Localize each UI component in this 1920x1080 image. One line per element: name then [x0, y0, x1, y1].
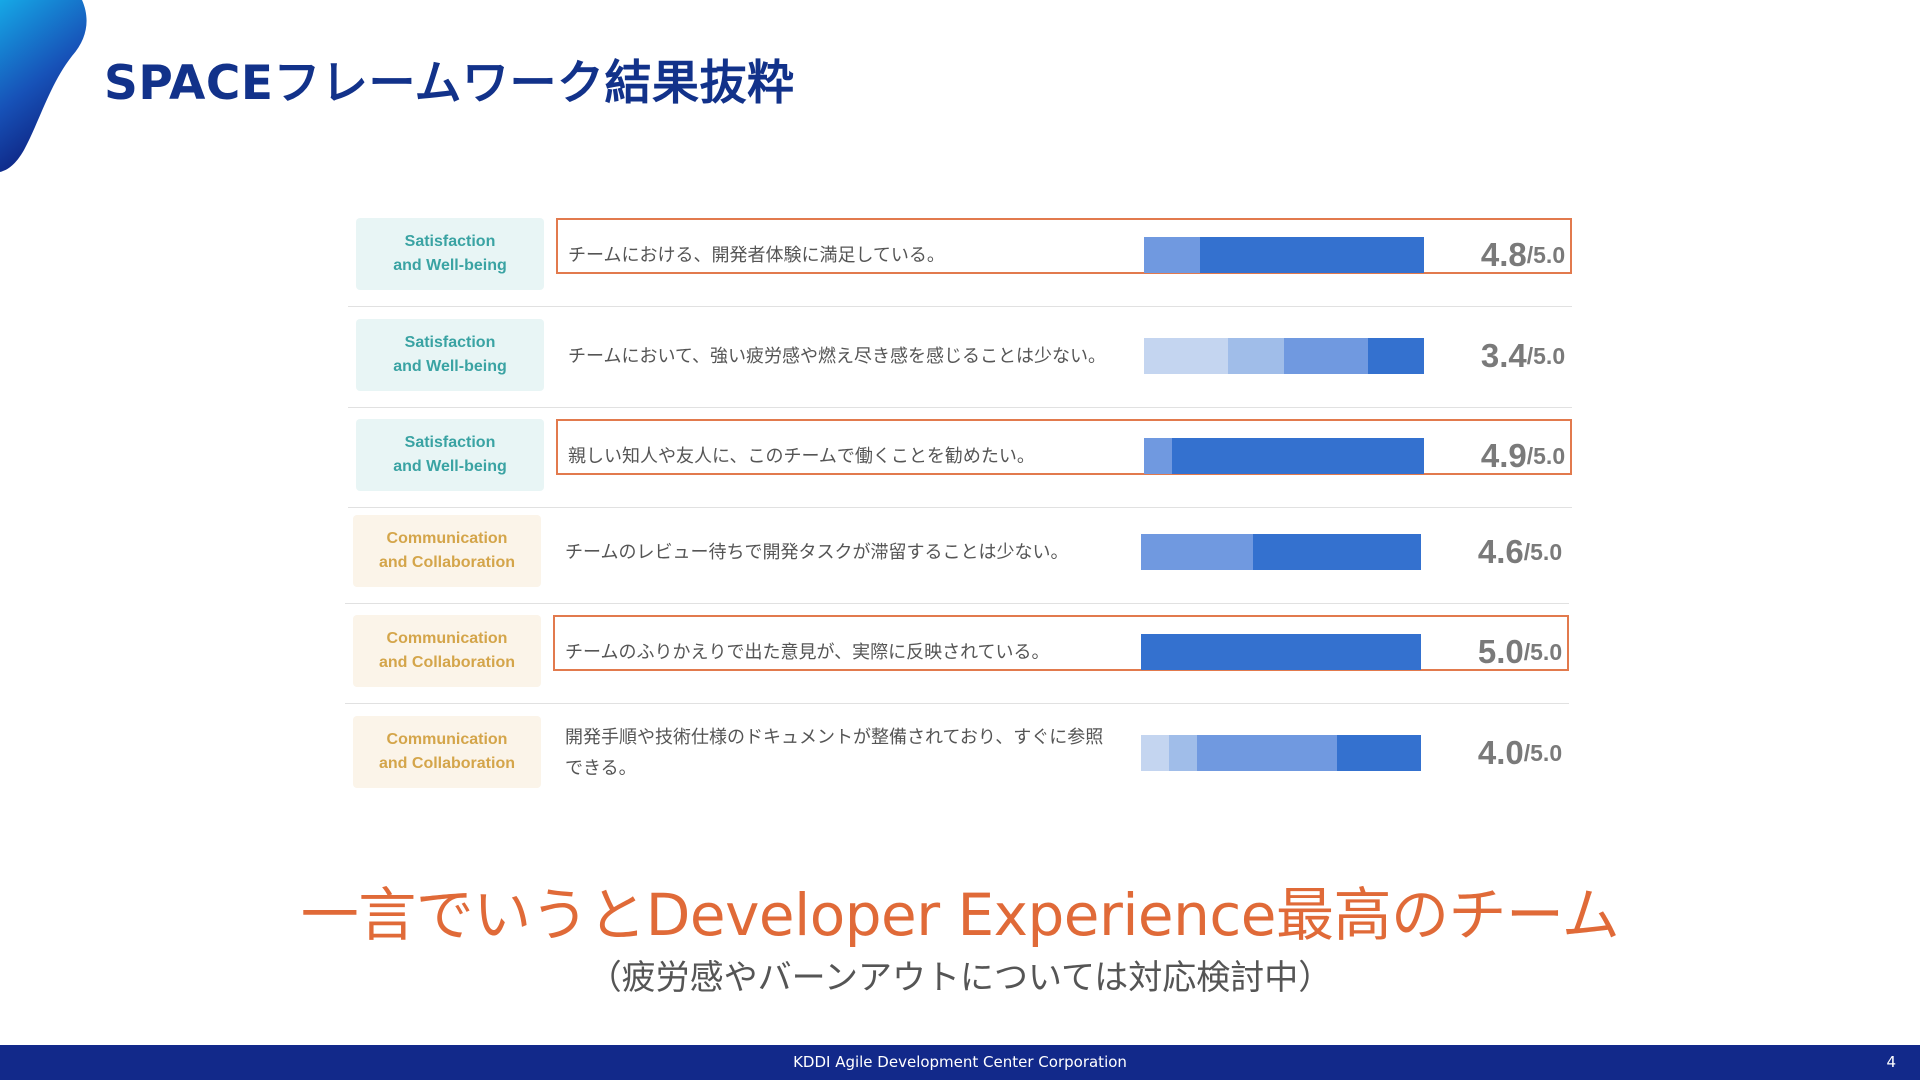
question-text: チームのレビュー待ちで開発タスクが滞留することは少ない。 [565, 541, 1069, 563]
highlight-frame [553, 615, 1569, 671]
category-label-line: Satisfaction [404, 434, 496, 451]
response-distribution-bar [1141, 634, 1421, 670]
bar-segment [1144, 237, 1200, 273]
bar-segment [1141, 534, 1253, 570]
highlight-frame [556, 419, 1572, 475]
category-tag-satisfaction: Satisfaction and Well-being [356, 419, 544, 491]
score-max: /5.0 [1523, 638, 1563, 665]
row-divider [348, 507, 1572, 508]
bar-segment [1368, 338, 1424, 374]
page-number: 4 [1886, 1053, 1896, 1071]
bar-segment [1141, 735, 1169, 771]
score-value: 4.6/5.0 [1465, 509, 1575, 595]
bar-segment [1253, 534, 1421, 570]
category-label-line: Communication [386, 630, 508, 647]
category-label-line: Communication [386, 530, 508, 547]
score-value: 4.9/5.0 [1468, 413, 1578, 499]
bar-segment [1144, 338, 1228, 374]
response-distribution-bar [1141, 735, 1421, 771]
bar-segment [1228, 338, 1284, 374]
response-distribution-bar [1144, 237, 1424, 273]
survey-row: Communication and Collaboration チームのレビュー待ち… [353, 509, 1583, 595]
score-value: 5.0/5.0 [1465, 609, 1575, 695]
question-text: チームにおいて、強い疲労感や燃え尽き感を感じることは少ない。 [568, 345, 1107, 367]
score-max: /5.0 [1523, 538, 1563, 565]
survey-row: Communication and Collaboration チームのふりかえりで… [353, 609, 1583, 695]
corner-decoration [0, 0, 87, 172]
category-tag-satisfaction: Satisfaction and Well-being [356, 218, 544, 290]
category-label-line: Satisfaction [404, 233, 496, 250]
summary-headline: 一言でいうとDeveloper Experience最高のチーム [300, 881, 1620, 949]
bar-segment [1284, 338, 1368, 374]
bar-segment [1169, 735, 1197, 771]
score-number: 4.8 [1480, 236, 1527, 273]
row-divider [345, 603, 1569, 604]
bar-segment [1197, 735, 1337, 771]
score-max: /5.0 [1526, 241, 1566, 268]
question-text: チームにおける、開発者体験に満足している。 [568, 244, 945, 266]
category-label-line: and Collaboration [379, 554, 515, 571]
bar-segment [1337, 735, 1421, 771]
survey-row: Satisfaction and Well-being チームにおいて、強い疲労感や… [356, 313, 1586, 399]
score-value: 4.0/5.0 [1465, 710, 1575, 796]
footer-company: KDDI Agile Development Center Corporatio… [793, 1053, 1127, 1071]
category-label-line: Communication [386, 731, 508, 748]
highlight-frame [556, 218, 1572, 274]
survey-row: Satisfaction and Well-being チームにおける、開発者体験に… [356, 212, 1586, 298]
score-max: /5.0 [1526, 442, 1566, 469]
score-value: 4.8/5.0 [1468, 212, 1578, 298]
row-divider [348, 306, 1572, 307]
footer-bar: KDDI Agile Development Center Corporatio… [0, 1045, 1920, 1080]
bar-segment [1144, 438, 1172, 474]
category-tag-communication: Communication and Collaboration [353, 515, 541, 587]
score-number: 4.9 [1480, 437, 1527, 474]
question-text: 親しい知人や友人に、このチームで働くことを勧めたい。 [568, 445, 1035, 467]
category-label-line: Satisfaction [404, 334, 496, 351]
score-value: 3.4/5.0 [1468, 313, 1578, 399]
category-tag-satisfaction: Satisfaction and Well-being [356, 319, 544, 391]
slide-title: SPACEフレームワーク結果抜粋 [104, 56, 795, 111]
category-tag-communication: Communication and Collaboration [353, 716, 541, 788]
response-distribution-bar [1141, 534, 1421, 570]
response-distribution-bar [1144, 438, 1424, 474]
bar-segment [1141, 634, 1421, 670]
summary-note: （疲労感やバーンアウトについては対応検討中） [587, 958, 1333, 998]
score-number: 3.4 [1480, 337, 1527, 374]
row-divider [345, 703, 1569, 704]
category-label-line: and Well-being [393, 458, 507, 475]
row-divider [348, 407, 1572, 408]
bar-segment [1200, 237, 1424, 273]
score-number: 4.0 [1477, 734, 1524, 771]
bar-segment [1172, 438, 1424, 474]
category-label-line: and Well-being [393, 358, 507, 375]
survey-row: Communication and Collaboration 開発手順や技術仕様の… [353, 710, 1583, 796]
score-max: /5.0 [1523, 739, 1563, 766]
question-text: 開発手順や技術仕様のドキュメントが整備されており、すぐに参照できる。 [565, 727, 1104, 779]
score-number: 4.6 [1477, 533, 1524, 570]
response-distribution-bar [1144, 338, 1424, 374]
score-max: /5.0 [1526, 342, 1566, 369]
survey-row: Satisfaction and Well-being 親しい知人や友人に、このチー… [356, 413, 1586, 499]
category-label-line: and Collaboration [379, 654, 515, 671]
category-label-line: and Collaboration [379, 755, 515, 772]
score-number: 5.0 [1477, 633, 1524, 670]
category-tag-communication: Communication and Collaboration [353, 615, 541, 687]
survey-results-table: Satisfaction and Well-being チームにおける、開発者体験に… [345, 212, 1586, 796]
question-text: チームのふりかえりで出た意見が、実際に反映されている。 [565, 641, 1050, 663]
category-label-line: and Well-being [393, 257, 507, 274]
